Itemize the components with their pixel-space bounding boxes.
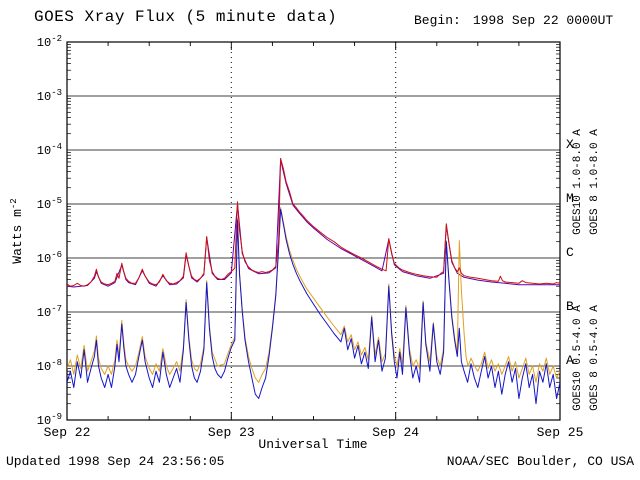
begin-label: Begin: (414, 13, 461, 28)
y-axis-title-exponent: -2 (8, 198, 19, 210)
y-tick-label: 10-5 (37, 196, 62, 212)
y-axis-title: Watts m-2 (9, 198, 25, 263)
x-tick-label: Sep 23 (208, 425, 255, 440)
x-tick-label: Sep 25 (537, 425, 584, 440)
credit-text: NOAA/SEC Boulder, CO USA (446, 454, 634, 469)
series-goes-8-1.0-8.0-a (67, 159, 560, 288)
channel-label: GOES10 0.5-4.0 A (572, 305, 584, 411)
begin-value: 1998 Sep 22 0000UT (472, 13, 614, 28)
y-tick-label: 10-3 (37, 88, 62, 104)
flux-class-label-a: A (566, 353, 574, 368)
x-tick-label: Sep 24 (372, 425, 419, 440)
channel-label: GOES 8 1.0-8.0 A (589, 129, 601, 235)
y-tick-label: 10-7 (37, 304, 62, 320)
y-tick-label: 10-8 (37, 358, 62, 374)
y-tick-label: 10-4 (37, 142, 62, 158)
series-goes-8-0.5-4.0-a (67, 208, 560, 405)
updated-timestamp: Updated 1998 Sep 24 23:56:05 (6, 454, 225, 469)
plot-border (66, 41, 561, 421)
x-tick-label: Sep 22 (44, 425, 91, 440)
series-goes10-1.0-8.0-a (67, 157, 560, 287)
x-axis-title: Universal Time (258, 437, 368, 452)
flux-class-label-m: M (566, 191, 574, 206)
y-tick-label: 10-6 (37, 250, 62, 266)
y-axis-title-base: Watts m (10, 209, 26, 264)
y-tick-label: 10-2 (37, 34, 62, 50)
flux-class-label-x: X (566, 137, 574, 152)
flux-class-label-b: B (566, 299, 574, 314)
channel-label: GOES 8 0.5-4.0 A (589, 305, 601, 411)
series-goes10-0.5-4.0-a (67, 207, 560, 383)
chart-title: GOES Xray Flux (5 minute data) (34, 8, 338, 26)
channel-label: GOES10 1.0-8.0 A (572, 129, 584, 235)
flux-class-label-c: C (566, 245, 574, 260)
begin-timestamp: Begin: 1998 Sep 22 0000UT (414, 13, 613, 28)
